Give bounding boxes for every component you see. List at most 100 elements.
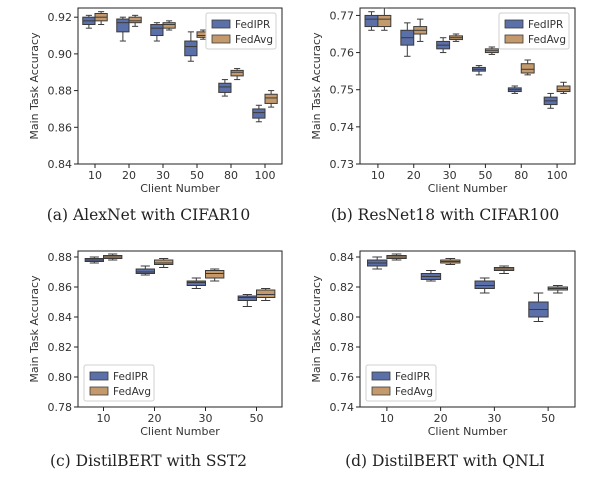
x-tick-label: 20	[407, 169, 421, 182]
y-tick-label: 0.88	[48, 251, 73, 264]
y-tick-label: 0.73	[330, 158, 355, 171]
box-fedipr-20	[400, 22, 415, 57]
legend-swatch-fedavg	[504, 34, 524, 44]
y-tick-label: 0.88	[48, 85, 73, 98]
box-fedavg-20	[154, 258, 174, 268]
x-tick-label: 20	[148, 412, 162, 425]
legend-swatch-fedavg	[211, 34, 231, 44]
x-tick-label: 30	[487, 412, 501, 425]
box-fedipr-30	[474, 277, 495, 294]
x-tick-label: 100	[547, 169, 568, 182]
box-fedavg-80	[230, 68, 244, 81]
caption-d: (d) DistilBERT with QNLI	[345, 452, 545, 470]
legend-swatch-fedavg	[371, 386, 391, 396]
box-fedipr-20	[420, 270, 442, 282]
box-body	[154, 259, 174, 265]
box-body	[116, 18, 130, 33]
legend-label-fedipr: FedIPR	[235, 19, 270, 31]
chart-distilbert-sst2: 0.78 0.80 0.82 0.84 0.86 0.88 Main Task Accura…	[28, 250, 283, 438]
box-body	[150, 24, 164, 37]
box-body	[256, 289, 276, 298]
box-body	[556, 85, 571, 93]
x-axis-label: Client Number	[140, 182, 220, 195]
y-tick-label: 0.80	[330, 311, 355, 324]
legend-label-fedipr: FedIPR	[113, 371, 148, 383]
box-body	[364, 14, 379, 28]
x-tick-label: 80	[224, 169, 238, 182]
caption-a: (a) AlexNet with CIFAR10	[46, 206, 251, 224]
legend-label-fedavg: FedAvg	[235, 34, 273, 46]
legend-label-fedavg: FedAvg	[113, 386, 151, 398]
box-fedavg-100	[556, 81, 571, 94]
x-tick-label: 30	[156, 169, 170, 182]
x-tick-label: 10	[97, 412, 111, 425]
box-body	[135, 268, 155, 274]
x-tick-label: 30	[443, 169, 457, 182]
box-body	[205, 270, 225, 279]
caption-c: (c) DistilBERT with SST2	[49, 452, 248, 470]
x-axis-label: Client Number	[428, 182, 508, 195]
box-fedavg-30	[449, 33, 463, 42]
y-tick-label: 0.84	[48, 158, 73, 171]
box-fedavg-50	[547, 285, 568, 294]
box-fedipr-100	[252, 104, 266, 123]
y-axis-label: Main Task Accuracy	[28, 32, 41, 140]
x-tick-label: 100	[255, 169, 276, 182]
y-tick-label: 0.92	[48, 11, 73, 24]
y-tick-label: 0.78	[48, 401, 73, 414]
box-fedipr-30	[186, 277, 206, 289]
box-fedipr-50	[184, 31, 198, 62]
y-tick-label: 0.74	[330, 121, 355, 134]
x-tick-label: 50	[478, 169, 492, 182]
box-fedipr-20	[135, 265, 155, 276]
box-fedipr-50	[528, 292, 549, 322]
box-body	[184, 40, 198, 57]
y-tick-label: 0.75	[330, 84, 355, 97]
legend: FedIPR FedAvg	[498, 12, 570, 50]
y-tick-label: 0.82	[48, 341, 73, 354]
legend-label-fedipr: FedIPR	[395, 371, 430, 383]
box-fedavg-20	[440, 258, 461, 265]
y-tick-label: 0.84	[48, 311, 73, 324]
x-tick-label: 50	[541, 412, 555, 425]
box-body	[218, 82, 232, 93]
x-axis-label: Client Number	[140, 425, 220, 438]
plot-frame	[77, 7, 283, 165]
legend-label-fedavg: FedAvg	[528, 34, 566, 46]
box-fedavg-10	[377, 7, 392, 31]
box-fedavg-80	[520, 59, 535, 76]
box-fedipr-10	[364, 11, 379, 31]
chart-resnet18-cifar100: 0.73 0.74 0.75 0.76 0.77 Main Task Accuracy 10…	[310, 7, 576, 195]
x-tick-label: 20	[434, 412, 448, 425]
y-tick-label: 0.74	[330, 401, 355, 414]
legend-label-fedavg: FedAvg	[395, 386, 433, 398]
legend-swatch-fedipr	[89, 371, 109, 381]
box-fedavg-20	[413, 18, 428, 42]
box-fedavg-30	[162, 20, 176, 31]
box-fedavg-100	[264, 90, 278, 108]
y-tick-label: 0.80	[48, 371, 73, 384]
box-fedipr-50	[237, 294, 257, 307]
box-fedipr-100	[543, 92, 558, 109]
legend-swatch-fedipr	[211, 19, 231, 29]
box-body	[128, 16, 142, 24]
chart-distilbert-qnli: 0.74 0.76 0.78 0.80 0.82 0.84 Main Task Accura…	[310, 250, 576, 438]
legend-swatch-fedipr	[504, 19, 524, 29]
box-fedipr-20	[116, 16, 130, 42]
box-fedavg-30	[205, 268, 225, 282]
legend: FedIPR FedAvg	[83, 364, 155, 402]
legend-swatch-fedipr	[371, 371, 391, 381]
box-fedavg-10	[94, 11, 108, 26]
box-fedavg-20	[128, 14, 142, 27]
box-fedipr-80	[507, 85, 522, 94]
chart-alexnet-cifar10: 0.84 0.86 0.88 0.90 0.92 Main Task Accuracy 10…	[28, 7, 283, 195]
x-tick-label: 10	[88, 169, 102, 182]
box-fedipr-10	[367, 256, 388, 270]
box-fedipr-30	[150, 22, 164, 42]
plot-frame	[359, 250, 576, 408]
box-fedavg-10	[386, 253, 407, 261]
box-body	[230, 69, 244, 77]
box-fedipr-80	[218, 79, 232, 97]
box-body	[474, 280, 495, 289]
